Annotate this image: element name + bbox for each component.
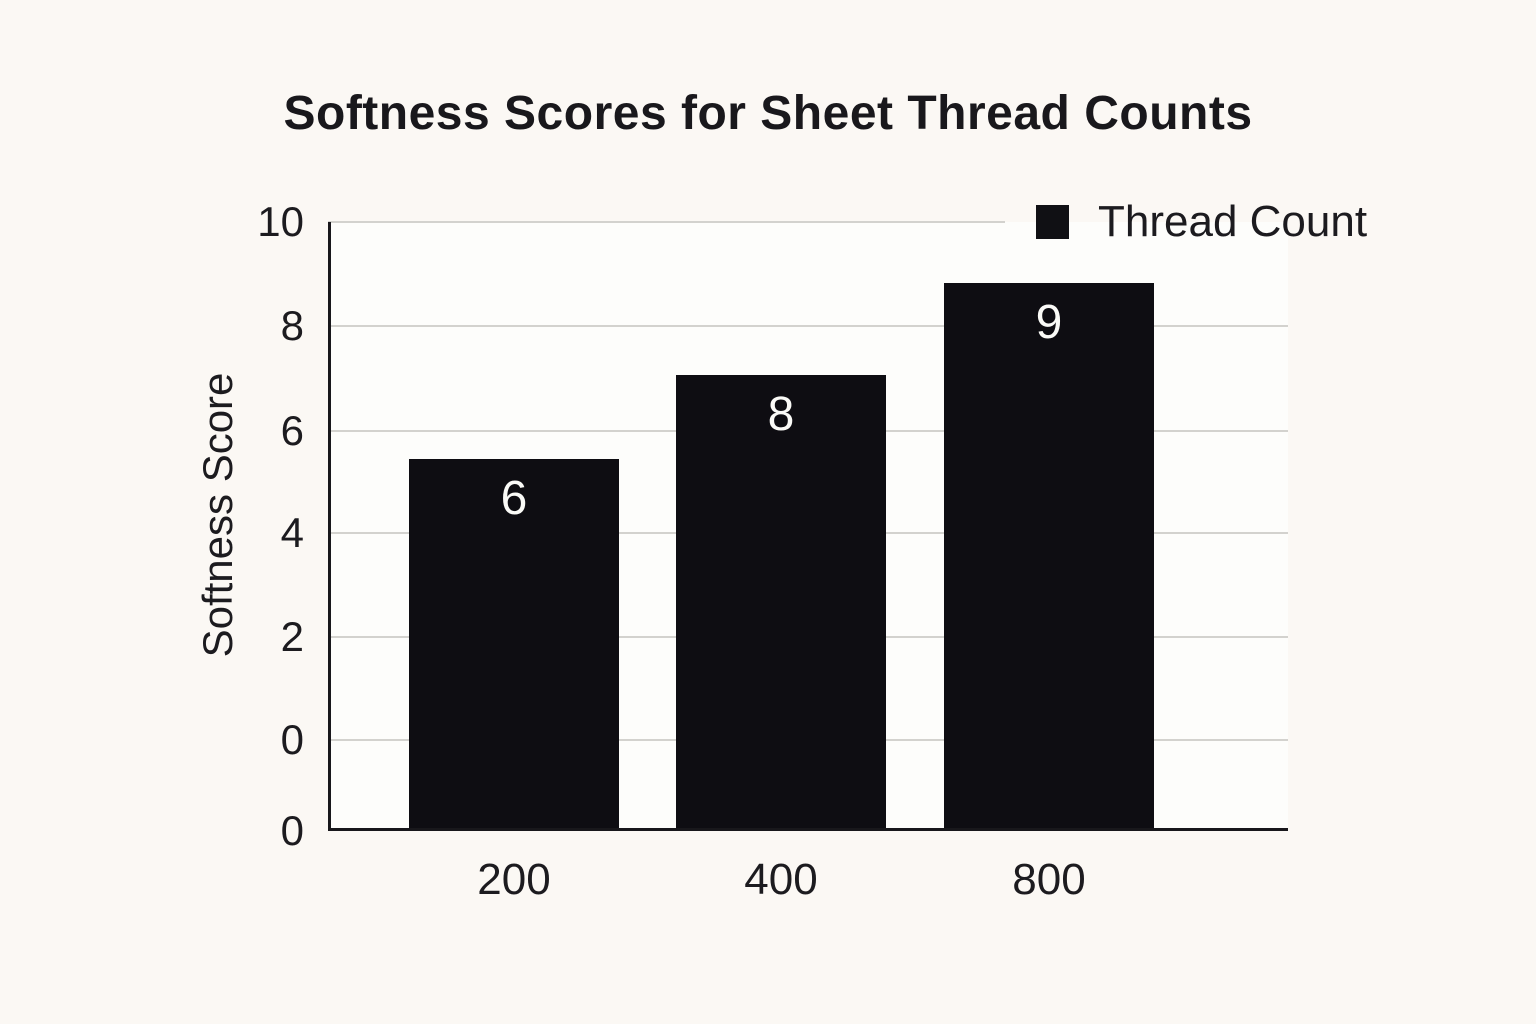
x-axis-line (328, 828, 1288, 831)
plot-area: 6 8 9 (328, 221, 1288, 831)
bar-800: 9 (944, 282, 1154, 831)
y-tick-label: 0 (280, 715, 304, 763)
y-tick-label: 2 (280, 612, 304, 660)
y-tick-labels: 10 8 6 4 2 0 0 (0, 201, 304, 852)
x-tick-label: 800 (1012, 855, 1086, 904)
legend-swatch-icon (1036, 205, 1069, 239)
bar-200: 6 (409, 458, 619, 831)
gridline (328, 221, 1005, 223)
y-tick-label: 4 (280, 509, 304, 557)
bar-value-label: 9 (1035, 295, 1063, 349)
legend-label: Thread Count (1098, 197, 1368, 246)
bar-value-label: 6 (500, 471, 528, 525)
x-tick-labels: 200 400 800 (328, 831, 1288, 927)
y-axis-line (328, 222, 331, 831)
x-tick-label: 200 (477, 855, 551, 904)
gridline (328, 325, 1288, 328)
y-tick-label: 10 (257, 198, 304, 245)
bar-value-label: 8 (767, 387, 795, 441)
legend: Thread Count (1036, 200, 1367, 244)
y-tick-label: 0 (280, 807, 304, 854)
y-tick-label: 6 (280, 406, 304, 454)
bar-400: 8 (676, 374, 886, 831)
x-tick-label: 400 (744, 855, 818, 904)
y-tick-label: 8 (280, 302, 304, 350)
chart-title: Softness Scores for Sheet Thread Counts (283, 87, 1253, 140)
